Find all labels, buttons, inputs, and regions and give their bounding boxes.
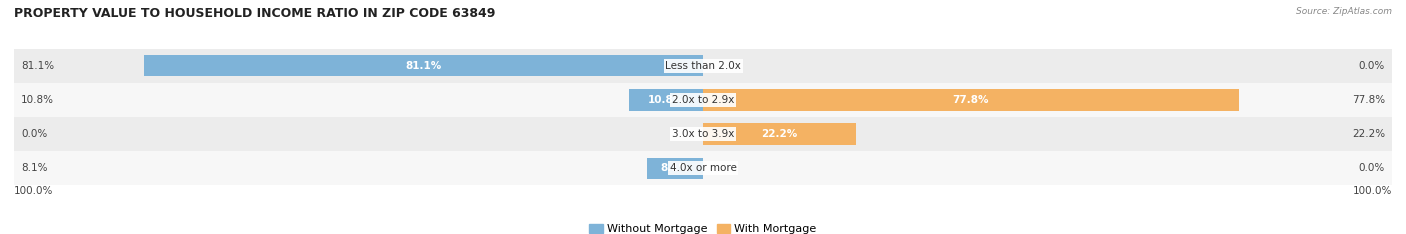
Legend: Without Mortgage, With Mortgage: Without Mortgage, With Mortgage [589,224,817,234]
Bar [703,89,1239,110]
Text: Less than 2.0x: Less than 2.0x [665,61,741,71]
Bar [14,83,1392,117]
Text: 0.0%: 0.0% [1358,61,1385,71]
Bar [14,49,1392,83]
Text: 100.0%: 100.0% [14,186,53,196]
Text: 22.2%: 22.2% [761,129,797,139]
Text: 22.2%: 22.2% [1353,129,1385,139]
Text: 4.0x or more: 4.0x or more [669,163,737,173]
Text: 8.1%: 8.1% [661,163,689,173]
Text: 10.8%: 10.8% [21,95,53,105]
Bar [703,124,856,145]
Text: 10.8%: 10.8% [648,95,683,105]
Text: 100.0%: 100.0% [1353,186,1392,196]
Text: Source: ZipAtlas.com: Source: ZipAtlas.com [1296,7,1392,16]
Bar [628,89,703,110]
Text: PROPERTY VALUE TO HOUSEHOLD INCOME RATIO IN ZIP CODE 63849: PROPERTY VALUE TO HOUSEHOLD INCOME RATIO… [14,7,495,20]
Text: 81.1%: 81.1% [405,61,441,71]
Bar [647,157,703,179]
Text: 0.0%: 0.0% [21,129,48,139]
Text: 0.0%: 0.0% [1358,163,1385,173]
Bar [145,55,703,77]
Bar [14,151,1392,185]
Text: 2.0x to 2.9x: 2.0x to 2.9x [672,95,734,105]
Text: 77.8%: 77.8% [953,95,990,105]
Text: 3.0x to 3.9x: 3.0x to 3.9x [672,129,734,139]
Bar [14,117,1392,151]
Text: 8.1%: 8.1% [21,163,48,173]
Text: 81.1%: 81.1% [21,61,53,71]
Text: 77.8%: 77.8% [1353,95,1385,105]
